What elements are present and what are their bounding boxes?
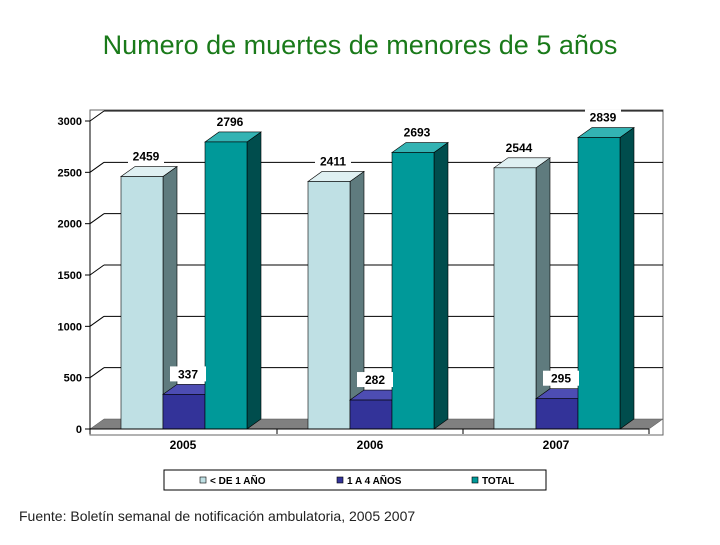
- gridline-diagonal: [89, 161, 105, 173]
- bar: [204, 141, 248, 430]
- bars: [120, 126, 635, 430]
- data-label-bg: [212, 113, 248, 129]
- y-tick-label: 1000: [58, 321, 82, 333]
- legend-label: 1 A 4 AÑOS: [347, 474, 402, 487]
- bar: [162, 394, 206, 430]
- bar: [535, 398, 579, 430]
- bar-side: [246, 131, 262, 430]
- bar: [120, 176, 164, 430]
- legend-swatch: [199, 476, 207, 484]
- data-label-bg: [128, 148, 164, 164]
- data-label: 2459: [133, 150, 160, 164]
- source-note: Fuente: Boletín semanal de notificación …: [19, 508, 416, 524]
- bar-side: [349, 170, 365, 430]
- y-tick-label: 2000: [58, 219, 82, 231]
- legend-label: < DE 1 AÑO: [210, 474, 266, 487]
- x-tick-label: 2006: [357, 438, 384, 452]
- bar: [577, 137, 621, 430]
- data-label-bg: [501, 139, 537, 155]
- y-tick-label: 3000: [58, 116, 82, 128]
- data-label-bg: [357, 372, 393, 388]
- data-label: 2839: [590, 111, 617, 125]
- data-label: 2544: [506, 141, 533, 155]
- data-label-bg: [399, 124, 435, 140]
- bar: [349, 399, 393, 430]
- data-label: 282: [365, 373, 385, 387]
- gridline-diagonal: [89, 213, 105, 225]
- data-label-bg: [585, 109, 621, 125]
- bar: [493, 167, 537, 430]
- bar: [391, 152, 435, 430]
- data-label: 2796: [217, 115, 244, 129]
- legend: < DE 1 AÑO 1 A 4 AÑOS TOTAL: [163, 469, 547, 491]
- gridline-diagonal: [89, 367, 105, 379]
- data-label-bg: [315, 153, 351, 169]
- data-label: 2693: [404, 126, 431, 140]
- legend-label: TOTAL: [482, 476, 514, 487]
- y-tick-label: 0: [76, 424, 82, 436]
- bar: [307, 181, 351, 430]
- data-label: 2411: [320, 154, 346, 168]
- x-tick-label: 2005: [170, 438, 197, 452]
- bar-side: [433, 141, 449, 430]
- data-label-bg: [543, 370, 579, 386]
- y-tick-label: 500: [64, 373, 82, 385]
- y-tick-label: 1500: [58, 270, 82, 282]
- legend-swatch: [336, 476, 344, 484]
- legend-swatch: [471, 476, 479, 484]
- data-label-bg: [170, 366, 206, 382]
- page-title: Numero de muertes de menores de 5 años: [102, 30, 618, 60]
- data-labels: 2459 2411 2544 337 282 295 2796 2693 2839: [128, 109, 621, 388]
- bar-side: [619, 126, 635, 430]
- axes: 0 500 1000 1500 2000 2500 3000 2005 2006 2007: [58, 116, 650, 452]
- x-tick-label: 2007: [543, 438, 570, 452]
- gridline-diagonal: [89, 315, 105, 327]
- bar-side: [535, 157, 551, 430]
- gridline-diagonal: [89, 264, 105, 276]
- y-tick-label: 2500: [58, 167, 82, 179]
- data-label: 295: [551, 372, 571, 386]
- gridline-diagonal: [89, 110, 105, 122]
- legend-box: [163, 469, 547, 491]
- data-label: 337: [178, 367, 198, 381]
